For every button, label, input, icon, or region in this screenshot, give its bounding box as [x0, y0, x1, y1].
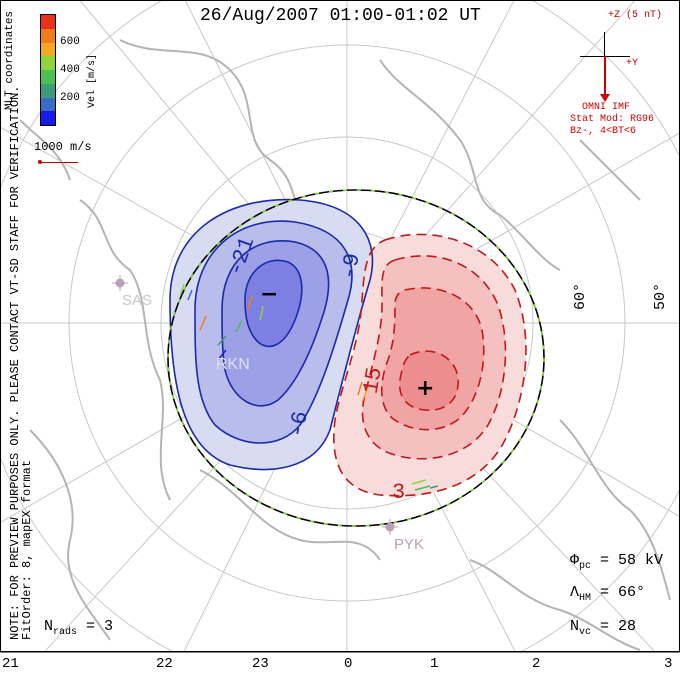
colorbar-swatch — [41, 56, 55, 70]
imf-z-label: +Z (5 nT) — [608, 10, 663, 21]
mlt-label-23: 23 — [252, 656, 269, 672]
radar-count: Nrads = 3 — [44, 618, 113, 638]
colorbar-swatch — [41, 42, 55, 57]
vector-scale-dot — [38, 160, 42, 164]
latitude-label-60: 60° — [572, 282, 589, 310]
mlt-label-2: 2 — [532, 656, 541, 672]
colorbar-swatch — [41, 28, 55, 43]
hm-boundary-latitude: ΛHM = 66° — [570, 584, 645, 604]
mlt-label-3: 3 — [664, 656, 673, 672]
nvc-symbol: N — [570, 618, 580, 635]
potential-maximum-marker: + — [416, 376, 435, 401]
colorbar-swatch — [41, 70, 55, 84]
imf-z-axis — [604, 32, 605, 78]
imf-vector-head — [600, 94, 610, 102]
map-title: 26/Aug/2007 01:00-01:02 UT — [200, 6, 481, 26]
nrads-value: = 3 — [77, 618, 114, 635]
nvc-value: = 28 — [591, 618, 637, 635]
positive-cell-peak — [399, 351, 459, 411]
colorbar-tick-600: 600 — [60, 36, 80, 48]
radar-sites — [112, 275, 398, 535]
colorbar-swatch — [41, 83, 55, 98]
nvc-subscript: vc — [579, 627, 592, 638]
lambda-symbol: Λ — [570, 584, 580, 601]
lambda-subscript: HM — [579, 593, 592, 604]
mlt-label-21: 21 — [2, 656, 19, 672]
phi-subscript: pc — [579, 561, 592, 572]
stat-model-label: Stat Mod: RG96 — [570, 114, 655, 125]
contour-label-neg-mid: -9 — [336, 251, 366, 282]
negative-cell-peak — [245, 260, 302, 347]
colorbar-tick-200: 200 — [60, 92, 80, 104]
radar-label-sas: SAS — [122, 292, 153, 309]
contour-label-neg-outer: -6 — [284, 409, 314, 440]
potential-pattern — [167, 189, 545, 527]
phi-value: = 58 kV — [591, 552, 664, 569]
potential-minimum-marker: − — [260, 282, 279, 307]
contour-label-pos-mid: 15 — [358, 365, 388, 396]
radar-label-rkn: RKN — [216, 356, 250, 373]
colorbar-swatch — [41, 111, 55, 125]
imf-vector — [604, 56, 606, 96]
fit-order-label: FitOrder: 8, mapEX format — [20, 459, 34, 640]
coastlines — [19, 39, 671, 651]
colorbar-swatch — [41, 15, 55, 29]
stat-model-bin-label: Bz-, 4<BT<6 — [570, 126, 637, 137]
imf-y-label: +Y — [626, 58, 639, 69]
cross-polar-potential: Φpc = 58 kV — [570, 552, 663, 572]
velocity-colorbar — [40, 14, 56, 126]
phi-symbol: Φ — [570, 552, 580, 569]
nrads-subscript: rads — [53, 627, 78, 638]
imf-source-label: OMNI IMF — [582, 102, 631, 113]
radar-label-pyk: PYK — [394, 536, 425, 553]
latitude-label-50: 50° — [652, 282, 669, 310]
colorbar-swatch — [41, 97, 55, 112]
nrads-symbol: N — [44, 618, 54, 635]
mlt-label-0: 0 — [344, 656, 353, 672]
vector-scale-arrow — [40, 162, 78, 163]
imf-panel: +Z (5 nT) +Y OMNI IMF Stat Mod: RG96 Bz-… — [570, 10, 680, 150]
vector-count: Nvc = 28 — [570, 618, 636, 638]
lambda-value: = 66° — [591, 584, 646, 601]
colorbar-tick-400: 400 — [60, 64, 80, 76]
mlt-label-1: 1 — [430, 656, 439, 672]
mlt-label-22: 22 — [156, 656, 173, 672]
colorbar-unit-label: Vel [m/s] — [87, 53, 98, 108]
velocity-vectors — [179, 283, 439, 491]
contour-label-pos-outer: 3 — [392, 480, 406, 505]
vector-scale-label: 1000 m/s — [34, 140, 92, 154]
